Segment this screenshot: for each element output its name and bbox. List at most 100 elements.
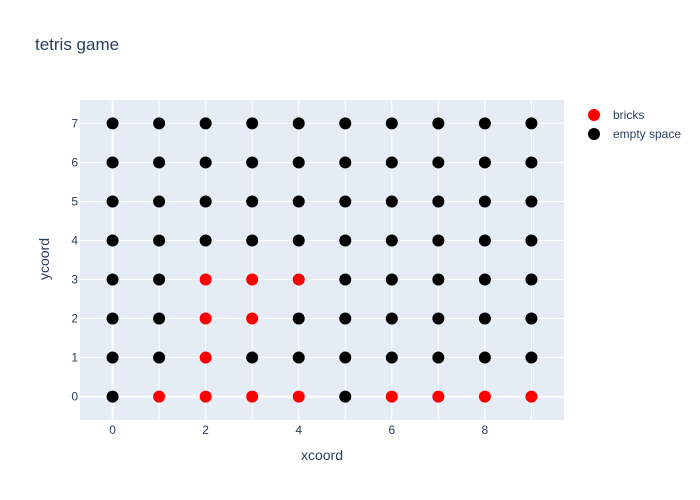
empty-space-point: [478, 195, 491, 208]
empty-space-point: [246, 117, 259, 130]
empty-space-point: [432, 156, 445, 169]
empty-space-point: [525, 156, 538, 169]
empty-space-point: [106, 156, 119, 169]
empty-space-point: [106, 273, 119, 286]
legend-item-empty-space[interactable]: empty space: [588, 127, 681, 141]
empty-space-point: [385, 156, 398, 169]
empty-space-point: [199, 156, 212, 169]
empty-space-point: [525, 351, 538, 364]
empty-space-point: [153, 156, 166, 169]
bricks-point: [246, 273, 259, 286]
empty-space-point: [432, 273, 445, 286]
x-tick-label: 6: [388, 423, 395, 437]
empty-space-point: [432, 195, 445, 208]
empty-space-point: [292, 117, 305, 130]
empty-space-point: [339, 156, 352, 169]
bricks-point: [525, 390, 538, 403]
y-tick-label: 2: [71, 312, 78, 326]
empty-space-point: [246, 234, 259, 247]
y-tick-label: 5: [71, 194, 78, 208]
empty-space-point: [199, 117, 212, 130]
empty-space-point: [292, 234, 305, 247]
bricks-point: [432, 390, 445, 403]
bricks-point: [199, 312, 212, 325]
empty-space-point: [153, 117, 166, 130]
empty-space-point: [385, 117, 398, 130]
empty-space-point: [525, 312, 538, 325]
empty-space-point: [246, 195, 259, 208]
empty-space-point: [385, 273, 398, 286]
empty-space-point: [153, 234, 166, 247]
empty-space-point: [153, 312, 166, 325]
bricks-point: [292, 273, 305, 286]
y-tick-label: 7: [71, 116, 78, 130]
bricks-point: [246, 390, 259, 403]
empty-space-point: [478, 351, 491, 364]
empty-space-point: [525, 117, 538, 130]
empty-space-point: [478, 312, 491, 325]
bricks-point: [153, 390, 166, 403]
empty-space-point: [246, 351, 259, 364]
empty-space-point: [153, 273, 166, 286]
empty-space-point: [339, 273, 352, 286]
empty-space-point: [385, 351, 398, 364]
empty-space-point: [385, 312, 398, 325]
chart-title: tetris game: [35, 35, 119, 54]
x-tick-label: 4: [295, 423, 302, 437]
x-axis-title: xcoord: [301, 447, 343, 463]
legend-item-bricks[interactable]: bricks: [588, 108, 644, 122]
plot-area: [80, 100, 564, 420]
empty-space-point: [432, 234, 445, 247]
empty-space-point: [292, 156, 305, 169]
empty-space-point: [153, 351, 166, 364]
empty-space-point: [153, 195, 166, 208]
empty-space-point: [106, 351, 119, 364]
y-tick-label: 6: [71, 155, 78, 169]
x-tick-label: 8: [482, 423, 489, 437]
bricks-point: [246, 312, 259, 325]
empty-space-point: [106, 312, 119, 325]
legend-marker-bricks: [588, 109, 600, 121]
empty-space-point: [478, 273, 491, 286]
empty-space-point: [525, 195, 538, 208]
y-tick-label: 0: [71, 390, 78, 404]
empty-space-point: [199, 195, 212, 208]
empty-space-point: [106, 234, 119, 247]
empty-space-point: [339, 312, 352, 325]
empty-space-point: [106, 195, 119, 208]
empty-space-point: [432, 312, 445, 325]
empty-space-point: [478, 234, 491, 247]
empty-space-point: [246, 156, 259, 169]
x-tick-label: 0: [109, 423, 116, 437]
legend[interactable]: bricks empty space: [588, 108, 681, 141]
empty-space-point: [106, 390, 119, 403]
empty-space-point: [339, 195, 352, 208]
empty-space-point: [292, 312, 305, 325]
empty-space-point: [292, 351, 305, 364]
y-tick-label: 1: [71, 351, 78, 365]
empty-space-point: [339, 117, 352, 130]
y-tick-label: 4: [71, 233, 78, 247]
legend-marker-empty-space: [588, 128, 600, 140]
data-points: [106, 117, 538, 403]
bricks-point: [199, 273, 212, 286]
empty-space-point: [106, 117, 119, 130]
empty-space-point: [525, 234, 538, 247]
empty-space-point: [339, 351, 352, 364]
y-tick-label: 3: [71, 273, 78, 287]
empty-space-point: [432, 117, 445, 130]
empty-space-point: [478, 117, 491, 130]
empty-space-point: [339, 234, 352, 247]
bricks-point: [199, 390, 212, 403]
empty-space-point: [432, 351, 445, 364]
x-tick-label: 2: [202, 423, 209, 437]
y-axis-title: ycoord: [36, 238, 52, 280]
bricks-point: [478, 390, 491, 403]
empty-space-point: [385, 234, 398, 247]
empty-space-point: [385, 195, 398, 208]
empty-space-point: [478, 156, 491, 169]
empty-space-point: [292, 195, 305, 208]
bricks-point: [199, 351, 212, 364]
